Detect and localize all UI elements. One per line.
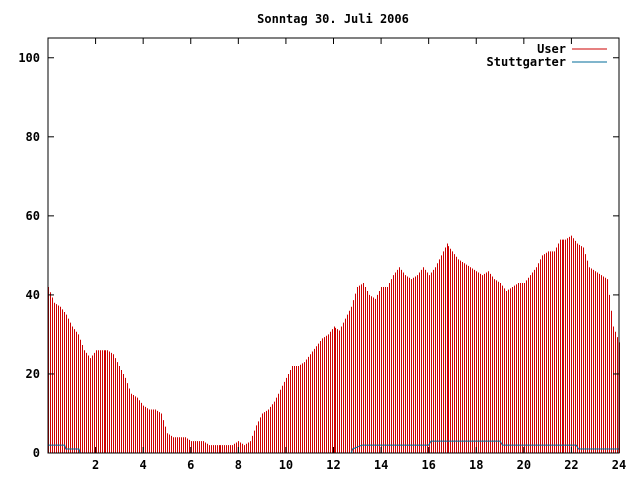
legend-label-user: User (537, 42, 566, 56)
x-tick-label: 8 (235, 458, 242, 472)
x-tick-label: 18 (469, 458, 483, 472)
y-tick-label: 100 (18, 51, 40, 65)
y-tick-label: 20 (26, 367, 40, 381)
y-tick-label: 60 (26, 209, 40, 223)
x-tick-label: 6 (187, 458, 194, 472)
stuttgarter-line-group (48, 440, 619, 454)
series-line-stuttgarter (48, 440, 619, 454)
legend: User Stuttgarter (487, 42, 607, 69)
x-tick-label: 4 (140, 458, 147, 472)
y-tick-label: 40 (26, 288, 40, 302)
y-tick-label: 80 (26, 130, 40, 144)
x-tick-label: 10 (279, 458, 293, 472)
x-tick-label: 12 (326, 458, 340, 472)
user-bars (48, 235, 620, 453)
y-tick-label: 0 (33, 446, 40, 460)
legend-label-stuttgarter: Stuttgarter (487, 55, 566, 69)
x-tick-label: 22 (564, 458, 578, 472)
x-tick-label: 2 (92, 458, 99, 472)
chart-title: Sonntag 30. Juli 2006 (257, 12, 409, 26)
plot-frame (47, 37, 620, 454)
x-tick-label: 14 (374, 458, 388, 472)
x-tick-label: 24 (612, 458, 626, 472)
x-tick-label: 20 (517, 458, 531, 472)
x-tick-label: 16 (421, 458, 435, 472)
